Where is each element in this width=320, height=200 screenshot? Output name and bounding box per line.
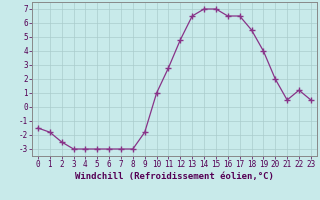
X-axis label: Windchill (Refroidissement éolien,°C): Windchill (Refroidissement éolien,°C)	[75, 172, 274, 181]
